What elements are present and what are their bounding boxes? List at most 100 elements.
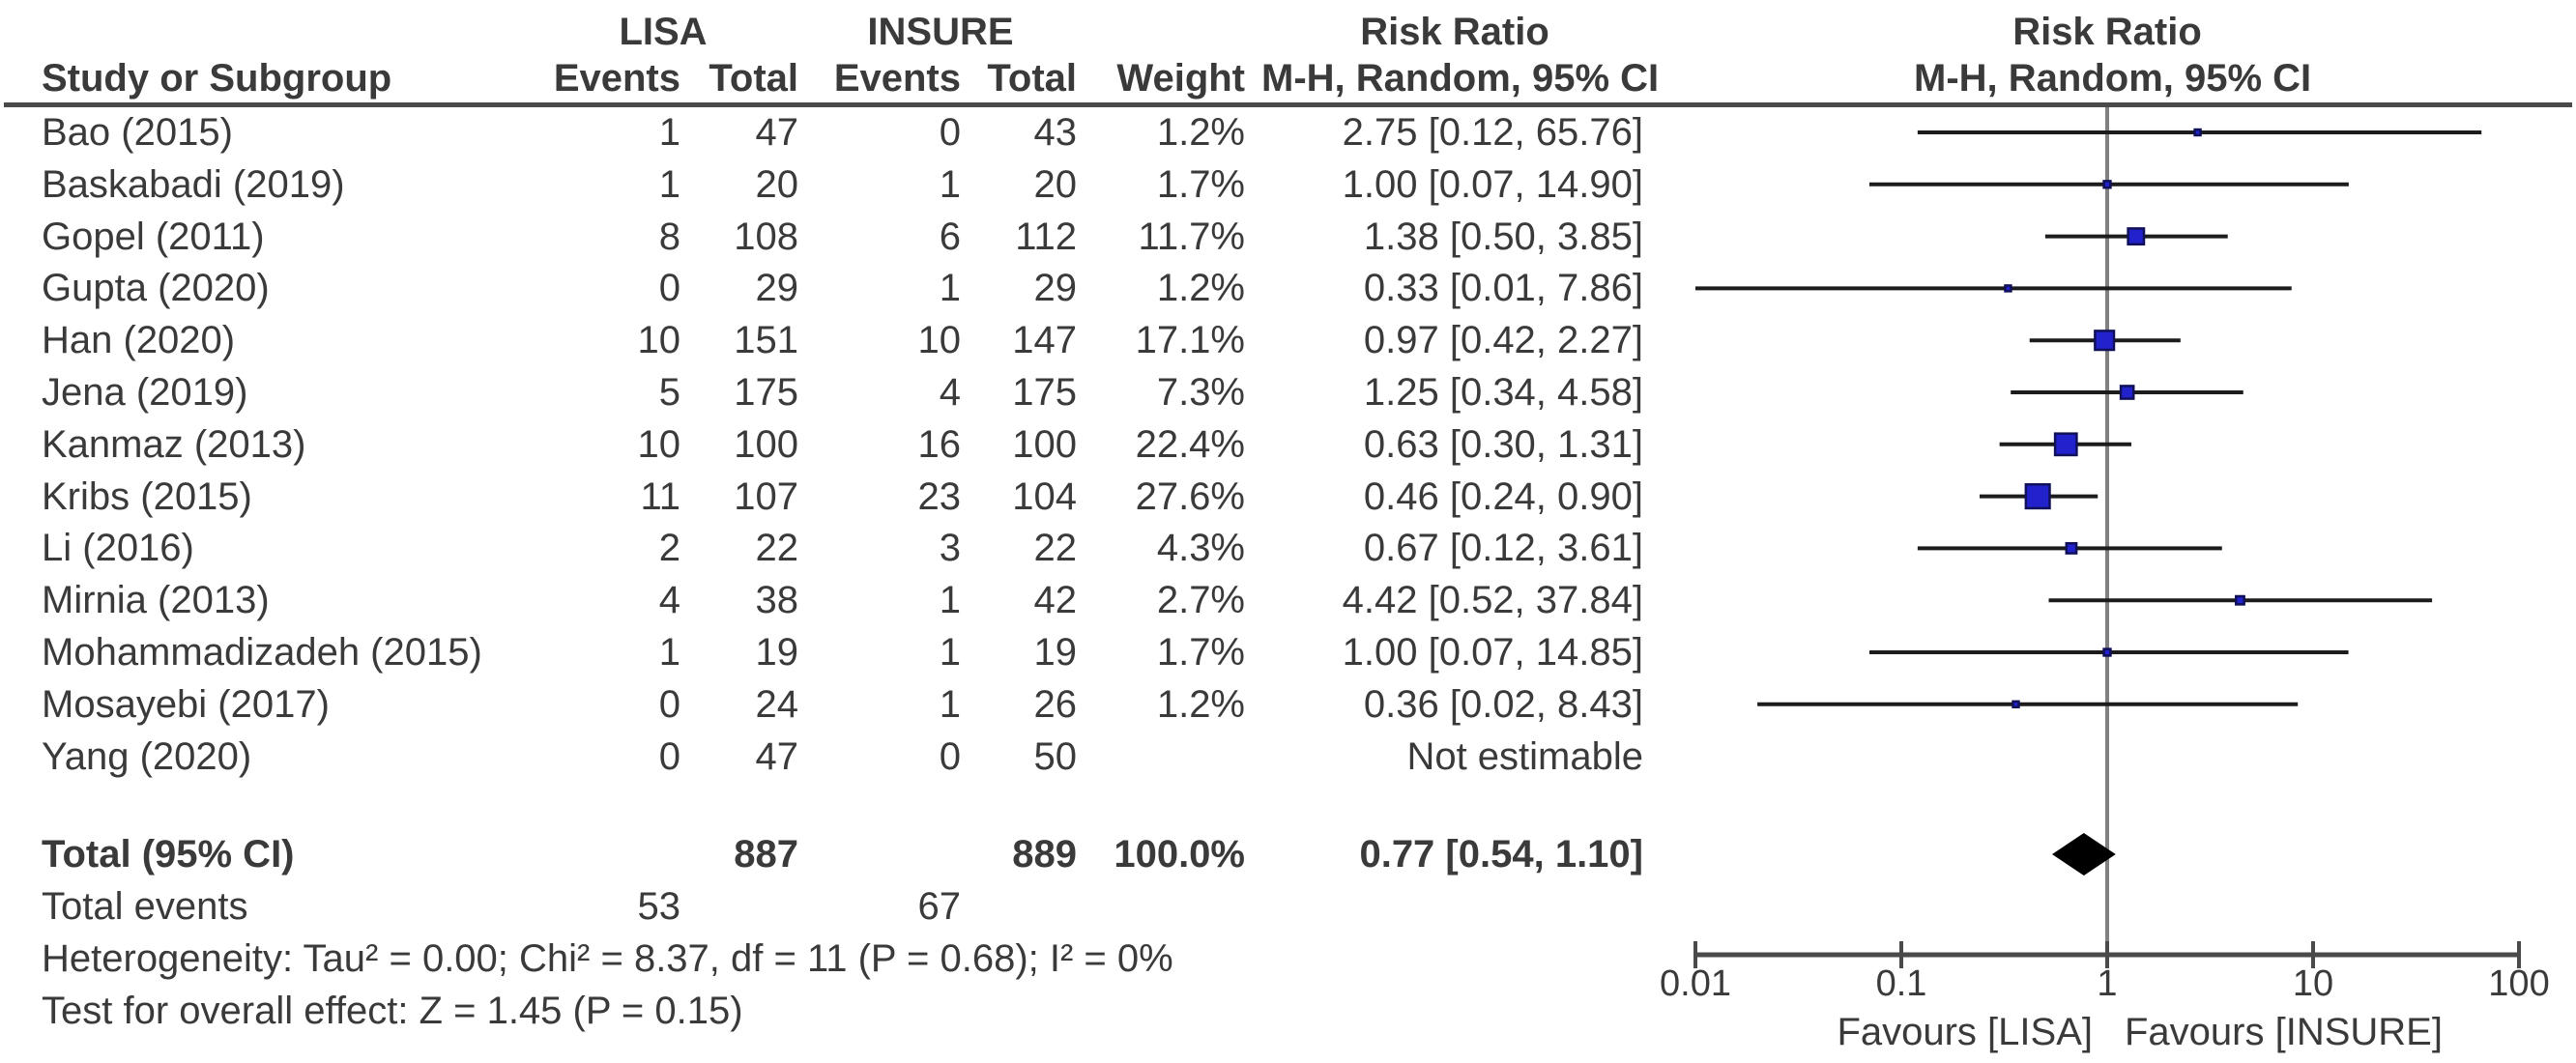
- study-marker: [2012, 700, 2020, 709]
- events-insure: 3: [939, 527, 961, 569]
- study-row: Jena (2019) 5 175 4 175 7.3% 1.25 [0.34, 4.58]: [0, 366, 2576, 418]
- study-name: Mirnia (2013): [42, 579, 270, 621]
- total-events-insure: 67: [917, 885, 962, 928]
- total-insure: 43: [1033, 111, 1078, 154]
- study-marker: [2193, 128, 2202, 137]
- total-lisa: 24: [755, 683, 799, 726]
- total-header-insure: Total: [987, 57, 1077, 100]
- study-marker: [2094, 330, 2116, 352]
- study-marker: [2004, 284, 2012, 293]
- weight-value: 17.1%: [1135, 319, 1245, 361]
- weight-value: 1.2%: [1156, 111, 1245, 154]
- study-row: Yang (2020) 0 47 0 50 Not estimable: [0, 731, 2576, 783]
- axis-tick-label: 0.01: [1660, 963, 1731, 1004]
- risk-ratio-value: 0.67 [0.12, 3.61]: [1363, 527, 1643, 569]
- total-lisa: 22: [755, 527, 799, 569]
- total-insure: 42: [1033, 579, 1078, 621]
- total-insure: 100: [1012, 423, 1077, 466]
- total-insure: 175: [1012, 371, 1077, 414]
- study-row: Mohammadizadeh (2015) 1 19 1 19 1.7% 1.00 [0.0…: [0, 626, 2576, 678]
- study-name: Gupta (2020): [42, 267, 270, 309]
- study-marker: [2065, 541, 2078, 555]
- total-lisa: 29: [755, 267, 799, 309]
- risk-ratio-value: 0.33 [0.01, 7.86]: [1363, 267, 1643, 309]
- total-lisa: 38: [755, 579, 799, 621]
- total-insure: 20: [1033, 163, 1078, 206]
- weight-value: 1.2%: [1156, 267, 1245, 309]
- events-insure: 23: [917, 475, 962, 518]
- risk-ratio-value: Not estimable: [1406, 735, 1643, 778]
- axis-tick-label: 1: [2097, 963, 2118, 1004]
- favours-left-label: Favours [LISA]: [1837, 1011, 2093, 1053]
- total-events-row: Total events 53 67: [0, 880, 2576, 933]
- events-insure: 1: [939, 631, 961, 674]
- risk-ratio-value: 1.00 [0.07, 14.85]: [1342, 631, 1643, 674]
- weight-column-header: Weight: [1116, 57, 1245, 100]
- study-name: Mosayebi (2017): [42, 683, 330, 726]
- method-header-text: M-H, Random, 95% CI: [1261, 57, 1660, 100]
- events-lisa: 11: [640, 475, 680, 518]
- total-insure: 112: [1015, 215, 1077, 258]
- total-label: Total (95% CI): [42, 833, 295, 876]
- study-row: Kanmaz (2013) 10 100 16 100 22.4% 0.63 [0.30, …: [0, 418, 2576, 471]
- study-row: Kribs (2015) 11 107 23 104 27.6% 0.46 [0.24, 0…: [0, 471, 2576, 523]
- study-row: Mirnia (2013) 4 38 1 42 2.7% 4.42 [0.52, 37.84…: [0, 574, 2576, 626]
- risk-ratio-value: 4.42 [0.52, 37.84]: [1342, 579, 1643, 621]
- total-lisa: 108: [734, 215, 798, 258]
- events-insure: 1: [939, 163, 961, 206]
- study-marker: [2024, 483, 2051, 510]
- study-name: Bao (2015): [42, 111, 233, 154]
- events-lisa: 10: [637, 319, 681, 361]
- weight-value: 1.7%: [1156, 163, 1245, 206]
- total-risk-ratio: 0.77 [0.54, 1.10]: [1359, 833, 1643, 876]
- axis-tick-label: 0.1: [1875, 963, 1927, 1004]
- study-column-header: Study or Subgroup: [42, 57, 392, 100]
- total-row: Total (95% CI) 887 889 100.0% 0.77 [0.54…: [0, 828, 2576, 880]
- total-lisa: 19: [755, 631, 799, 674]
- total-insure: 29: [1033, 267, 1078, 309]
- weight-value: 1.7%: [1156, 631, 1245, 674]
- events-insure: 1: [939, 683, 961, 726]
- total-lisa: 47: [755, 735, 799, 778]
- header-rule: [4, 102, 2572, 107]
- study-marker: [2235, 594, 2245, 606]
- study-row: Bao (2015) 1 47 0 43 1.2% 2.75 [0.12, 65.76]: [0, 106, 2576, 158]
- risk-ratio-value: 0.63 [0.30, 1.31]: [1363, 423, 1643, 466]
- events-insure: 1: [939, 579, 961, 621]
- total-lisa: 107: [734, 475, 798, 518]
- weight-value: 11.7%: [1138, 215, 1245, 258]
- study-row: Baskabadi (2019) 1 20 1 20 1.7% 1.00 [0.07, 14…: [0, 158, 2576, 211]
- total-weight: 100.0%: [1114, 833, 1245, 876]
- heterogeneity-stats: Heterogeneity: Tau² = 0.00; Chi² = 8.37,…: [42, 937, 1173, 980]
- study-name: Mohammadizadeh (2015): [42, 631, 482, 674]
- group-header-lisa: LISA: [619, 11, 708, 53]
- method-header-plot: M-H, Random, 95% CI: [1914, 57, 2312, 100]
- events-lisa: 10: [637, 423, 681, 466]
- risk-ratio-value: 1.25 [0.34, 4.58]: [1363, 371, 1643, 414]
- weight-value: 4.3%: [1156, 527, 1245, 569]
- study-name: Li (2016): [42, 527, 194, 569]
- events-lisa: 0: [658, 267, 680, 309]
- weight-value: 2.7%: [1156, 579, 1245, 621]
- events-insure: 0: [939, 111, 961, 154]
- weight-value: 1.2%: [1156, 683, 1245, 726]
- total-lisa: 20: [755, 163, 799, 206]
- risk-ratio-value: 0.46 [0.24, 0.90]: [1363, 475, 1643, 518]
- group-header-insure: INSURE: [867, 11, 1014, 53]
- risk-ratio-value: 1.00 [0.07, 14.90]: [1342, 163, 1643, 206]
- study-marker: [2119, 385, 2135, 400]
- study-name: Kanmaz (2013): [42, 423, 306, 466]
- total-insure: 50: [1033, 735, 1078, 778]
- events-lisa: 1: [658, 163, 680, 206]
- events-insure: 4: [939, 371, 961, 414]
- total-insure: 19: [1033, 631, 1078, 674]
- total-lisa-n: 887: [734, 833, 798, 876]
- total-insure: 22: [1033, 527, 1078, 569]
- total-events-lisa: 53: [637, 885, 681, 928]
- total-insure-n: 889: [1012, 833, 1077, 876]
- study-name: Jena (2019): [42, 371, 248, 414]
- events-lisa: 8: [658, 215, 680, 258]
- events-header-insure: Events: [833, 57, 961, 100]
